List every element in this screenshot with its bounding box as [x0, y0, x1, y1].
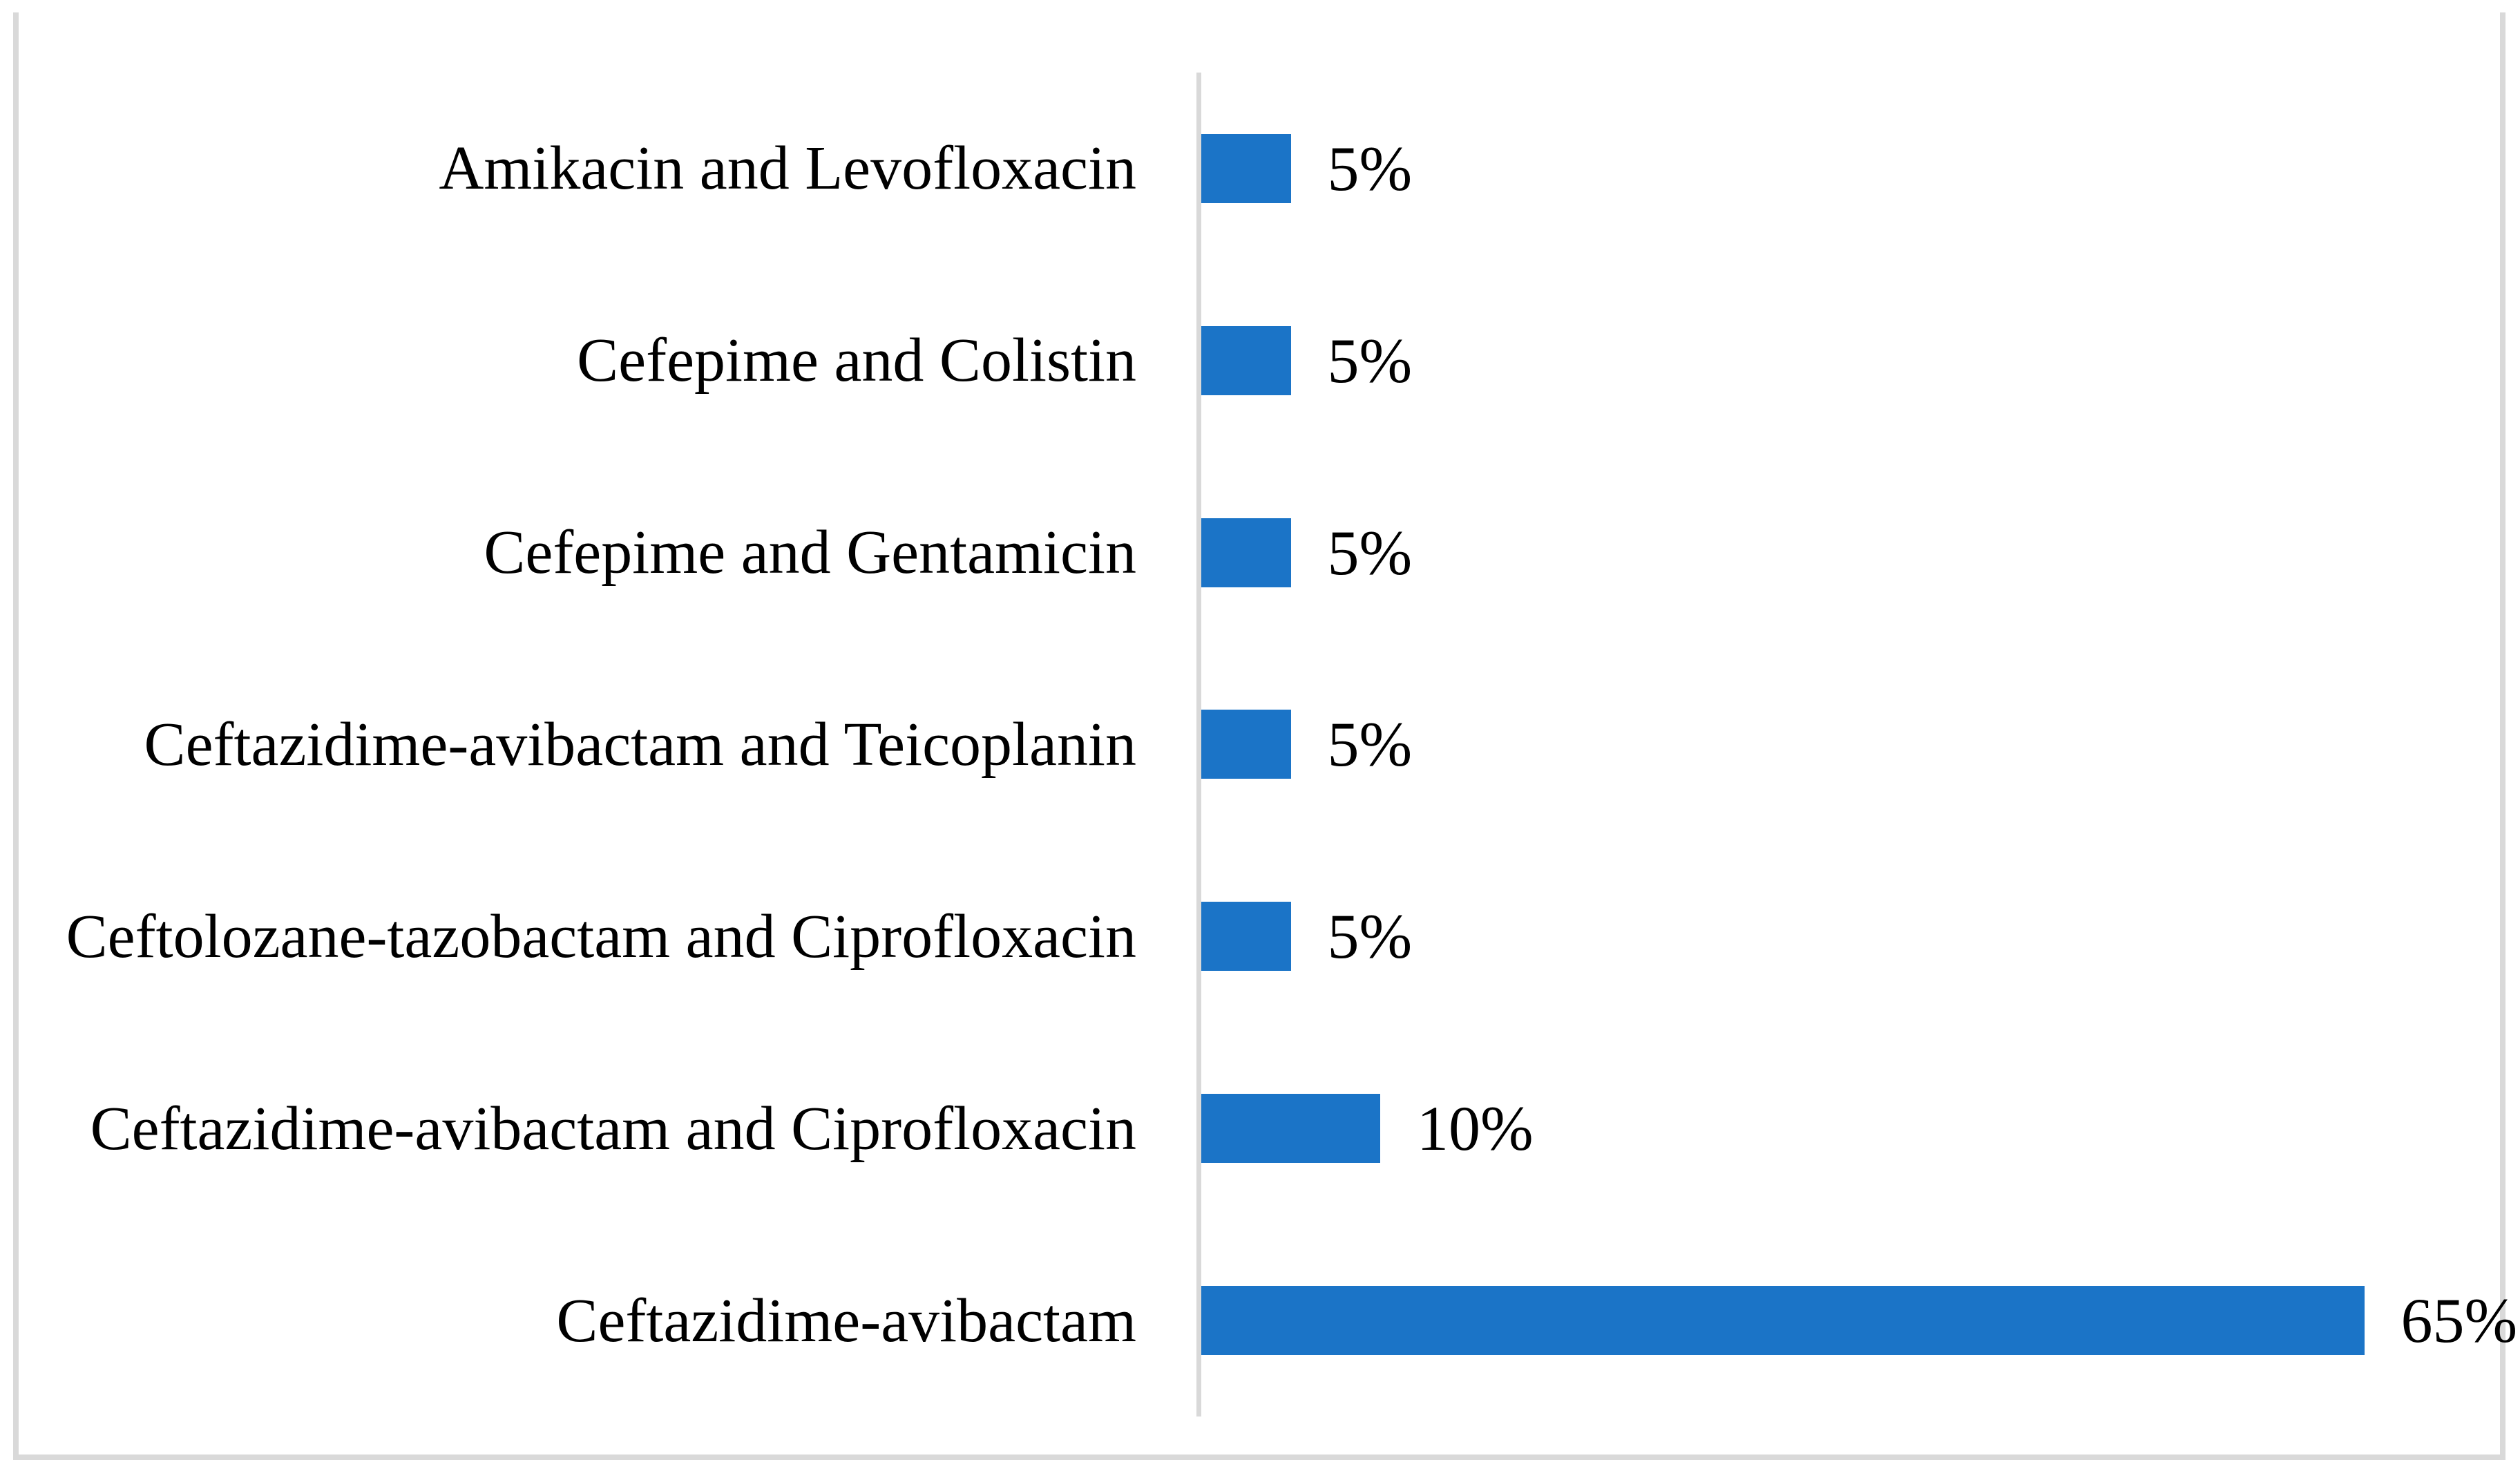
bar — [1201, 1094, 1380, 1164]
value-label: 5% — [1327, 901, 1413, 972]
bar-row: Ceftolozane-tazobactam and Ciprofloxacin… — [0, 840, 2520, 1032]
value-label: 5% — [1327, 133, 1413, 204]
bar-row: Ceftazidime-avibactam and Teicoplanin 5% — [0, 649, 2520, 841]
category-label: Ceftolozane-tazobactam and Ciprofloxacin — [66, 902, 1136, 971]
bar-row: Cefepime and Gentamicin 5% — [0, 457, 2520, 649]
bar — [1201, 133, 1291, 203]
value-label: 65% — [2400, 1285, 2518, 1356]
category-label: Ceftazidime-avibactam and Ciprofloxacin — [90, 1094, 1136, 1163]
value-label: 5% — [1327, 709, 1413, 780]
bar — [1201, 325, 1291, 395]
value-label: 5% — [1327, 325, 1413, 396]
bar — [1201, 518, 1291, 587]
bar-row: Ceftazidime-avibactam and Ciprofloxacin … — [0, 1032, 2520, 1224]
bar — [1201, 710, 1291, 779]
bar-row: Ceftazidime-avibactam 65% — [0, 1224, 2520, 1417]
value-label: 5% — [1327, 517, 1413, 588]
bar — [1201, 1286, 2365, 1356]
category-label: Cefepime and Gentamicin — [484, 518, 1136, 587]
y-axis-line — [1196, 73, 1201, 1417]
category-label: Ceftazidime-avibactam — [556, 1286, 1136, 1355]
value-label: 10% — [1417, 1093, 1534, 1164]
bar — [1201, 902, 1291, 972]
bar-row: Amikacin and Levofloxacin 5% — [0, 73, 2520, 265]
bar-row: Cefepime and Colistin 5% — [0, 265, 2520, 457]
category-label: Ceftazidime-avibactam and Teicoplanin — [144, 710, 1136, 779]
category-label: Cefepime and Colistin — [577, 326, 1136, 395]
category-label: Amikacin and Levofloxacin — [439, 134, 1136, 203]
